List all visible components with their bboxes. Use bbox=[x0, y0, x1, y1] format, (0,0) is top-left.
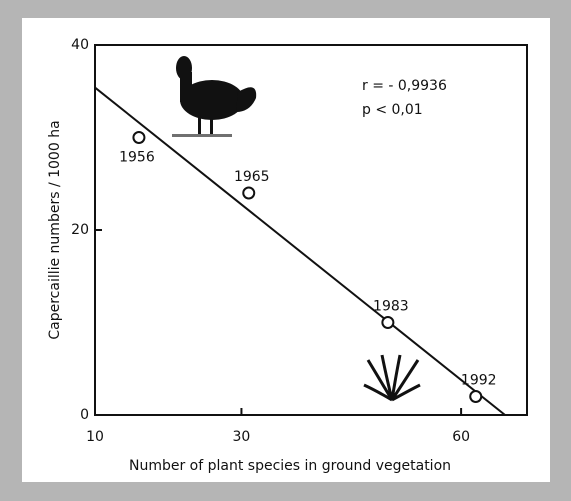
point bbox=[469, 390, 483, 403]
y-tick-label: 0 bbox=[80, 407, 89, 423]
point bbox=[381, 316, 395, 329]
annotation: r = - 0,9936 bbox=[362, 78, 447, 94]
annotation: p < 0,01 bbox=[362, 102, 423, 118]
panel bbox=[22, 18, 550, 482]
y-tick-label: 20 bbox=[71, 222, 89, 238]
y-axis-label: Capercaillie numbers / 1000 ha bbox=[47, 120, 63, 339]
y-tick-label: 40 bbox=[71, 37, 89, 53]
point-label: 1956 bbox=[119, 150, 155, 166]
x-tick-label: 10 bbox=[86, 429, 104, 445]
x-tick-label: 60 bbox=[452, 429, 470, 445]
regression-line bbox=[94, 86, 506, 416]
point-label: 1983 bbox=[373, 299, 409, 315]
point bbox=[242, 186, 256, 200]
x-tick-label: 30 bbox=[233, 429, 251, 445]
point bbox=[132, 131, 146, 144]
x-axis-label: Number of plant species in ground vegeta… bbox=[129, 458, 451, 474]
point-label: 1992 bbox=[461, 373, 497, 389]
bird-icon bbox=[172, 56, 257, 137]
plant-icon bbox=[363, 354, 421, 402]
point-label: 1965 bbox=[234, 169, 270, 185]
